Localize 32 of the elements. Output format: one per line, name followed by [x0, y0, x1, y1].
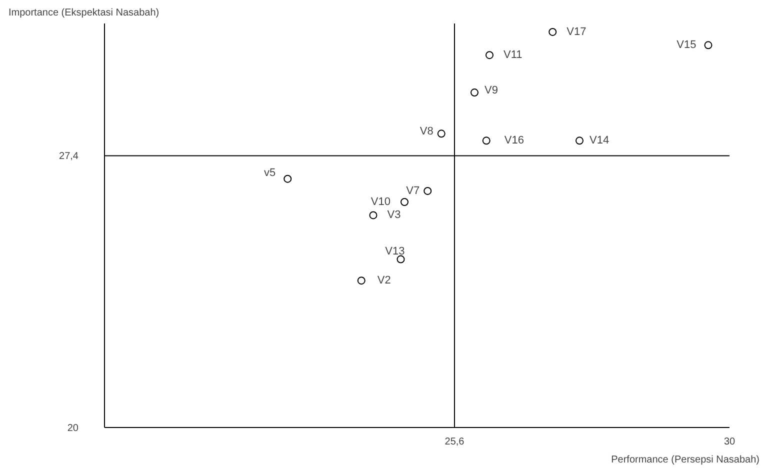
- annotation: V3: [387, 209, 401, 222]
- x-axis-title: Performance (Persepsi Nasabah): [611, 454, 760, 466]
- point: [400, 198, 408, 206]
- x-tick-label: 30: [724, 436, 736, 448]
- point: [437, 130, 446, 138]
- annotation: v5: [264, 166, 276, 179]
- annotation: V8: [420, 126, 434, 138]
- annotation: V13: [385, 245, 405, 258]
- point: [396, 255, 405, 264]
- annotation: V15: [676, 39, 696, 52]
- annotation: V9: [484, 84, 498, 97]
- point: [486, 51, 494, 60]
- x-tick-label: 25,6: [444, 436, 465, 448]
- annotation: V2: [377, 274, 391, 287]
- annotation: V14: [590, 134, 610, 147]
- point: [548, 28, 557, 36]
- annotation: V10: [370, 196, 391, 208]
- point: [470, 88, 478, 97]
- point: [576, 136, 584, 145]
- annotation: V17: [566, 26, 586, 38]
- point: [424, 186, 432, 195]
- annotation: V11: [504, 49, 522, 62]
- annotation: V7: [406, 184, 420, 197]
- point: [284, 174, 292, 183]
- point: [357, 276, 366, 285]
- point: [369, 211, 378, 220]
- annotation: V16: [504, 134, 524, 147]
- y-tick-label: 27,4: [59, 151, 79, 162]
- y-axis-title: Importance (Ekspektasi Nasabah): [8, 8, 160, 18]
- point: [482, 136, 490, 145]
- y-tick-label: 20: [67, 423, 79, 434]
- point: [704, 41, 712, 50]
